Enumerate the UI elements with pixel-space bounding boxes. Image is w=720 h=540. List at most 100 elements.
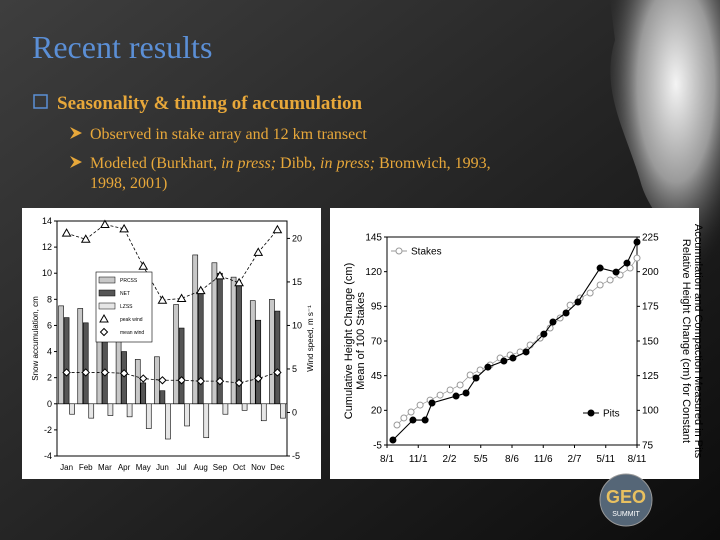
legend-swatch <box>98 302 116 310</box>
series-marker <box>421 416 429 424</box>
series-marker <box>472 374 480 382</box>
y-tick-label: 20 <box>371 406 383 417</box>
y2-axis-label: Relative Height Change (cm) for Constant <box>680 239 692 443</box>
y-tick-label: 0 <box>47 399 52 409</box>
text-part: Bromwich, 1993, <box>375 155 491 172</box>
bar <box>274 310 281 405</box>
x-tick-label: 2/7 <box>568 454 582 465</box>
x-tick-label: Oct <box>233 463 246 472</box>
series-marker <box>476 366 484 374</box>
wind-marker <box>234 378 244 388</box>
series-marker <box>606 276 614 284</box>
y-tick-label: 45 <box>371 371 383 382</box>
x-tick-label: 5/11 <box>596 454 615 465</box>
bar <box>82 322 89 405</box>
x-tick-label: Nov <box>251 463 265 472</box>
wind-marker <box>177 376 186 385</box>
bar <box>230 276 237 405</box>
y2-tick-label: 10 <box>292 320 302 330</box>
y2-tick-label: 175 <box>642 302 659 313</box>
series-marker <box>509 354 517 362</box>
x-tick-label: 8/1 <box>380 454 394 465</box>
wind-marker <box>158 376 167 385</box>
bar <box>249 300 256 405</box>
series-marker <box>484 363 492 371</box>
series-marker <box>462 389 470 397</box>
legend-label: peak wind <box>120 317 143 323</box>
y-tick-label: 6 <box>47 320 52 330</box>
wind-marker <box>215 270 225 280</box>
y2-tick-label: 150 <box>642 336 659 347</box>
x-tick-label: Jul <box>176 463 186 472</box>
y-tick-label: 8 <box>47 294 52 304</box>
legend-marker <box>395 247 403 255</box>
y-axis-label: Mean of 100 Stakes <box>355 292 367 390</box>
y2-tick-label: 0 <box>292 407 297 417</box>
logo <box>599 473 653 527</box>
wind-marker <box>138 261 149 270</box>
bar <box>178 327 185 405</box>
wind-marker <box>119 223 129 233</box>
y-tick-label: 95 <box>371 302 383 313</box>
legend-swatch <box>98 276 116 284</box>
legend-swatch <box>98 289 116 297</box>
series-marker <box>400 414 408 422</box>
bar <box>159 390 166 405</box>
wind-marker <box>215 376 225 386</box>
y2-tick-label: 225 <box>642 232 659 243</box>
series-marker <box>633 254 641 262</box>
series-marker <box>393 421 401 429</box>
y2-axis-label: Accumulation and Compaction Measured in … <box>692 224 704 459</box>
text-part: Modeled (Burkhart, <box>90 155 221 172</box>
bar <box>58 305 64 405</box>
series-marker <box>566 301 574 309</box>
logo-text: GEO <box>606 487 646 507</box>
series-marker <box>540 330 548 338</box>
sub-bullet-icon <box>70 156 82 168</box>
bar <box>222 403 229 415</box>
y2-tick-label: 5 <box>292 364 297 374</box>
bar <box>140 382 147 405</box>
x-tick-label: 8/6 <box>505 454 519 465</box>
y-tick-label: 10 <box>42 268 52 278</box>
x-tick-label: Feb <box>79 463 93 472</box>
legend-label: mean wind <box>120 330 144 336</box>
y-tick-label: 145 <box>365 232 382 243</box>
y2-tick-label: 200 <box>642 267 659 278</box>
series-marker <box>574 298 582 306</box>
series-marker <box>549 318 557 326</box>
plot-frame <box>56 220 288 457</box>
logo-text: SUMMIT <box>612 511 640 518</box>
text-part: Dibb, <box>276 155 320 172</box>
wind-marker <box>196 376 205 386</box>
x-tick-label: Sep <box>213 463 228 472</box>
legend-label: Pits <box>603 409 620 420</box>
bar <box>184 403 190 427</box>
series-marker <box>562 309 570 317</box>
y-axis-label: Snow accumulation, cm <box>31 296 40 381</box>
wind-marker <box>254 374 263 383</box>
y-tick-label: 4 <box>47 347 52 357</box>
series-marker <box>428 399 436 407</box>
y-tick-label: 12 <box>42 242 52 252</box>
x-tick-label: Dec <box>270 463 284 472</box>
bar <box>145 403 152 429</box>
series-marker <box>409 416 417 424</box>
series-marker <box>466 371 474 379</box>
series-marker <box>416 401 424 409</box>
series-marker <box>436 391 444 399</box>
slide-title: Recent results <box>32 29 212 65</box>
text-part: 1998, 2001) <box>90 175 167 192</box>
sub-bullet-icon <box>70 127 82 139</box>
bar <box>211 262 218 405</box>
legend-marker <box>99 327 109 337</box>
x-tick-label: 8/11 <box>628 454 647 465</box>
series-marker <box>456 381 464 389</box>
y-tick-label: 70 <box>371 336 383 347</box>
y2-axis-label: Wind speed, m s⁻¹ <box>306 305 315 372</box>
bullet-text: Seasonality & timing of accumulation <box>57 93 362 114</box>
wind-marker <box>139 374 148 383</box>
series-marker <box>452 392 460 400</box>
bar <box>173 304 179 405</box>
